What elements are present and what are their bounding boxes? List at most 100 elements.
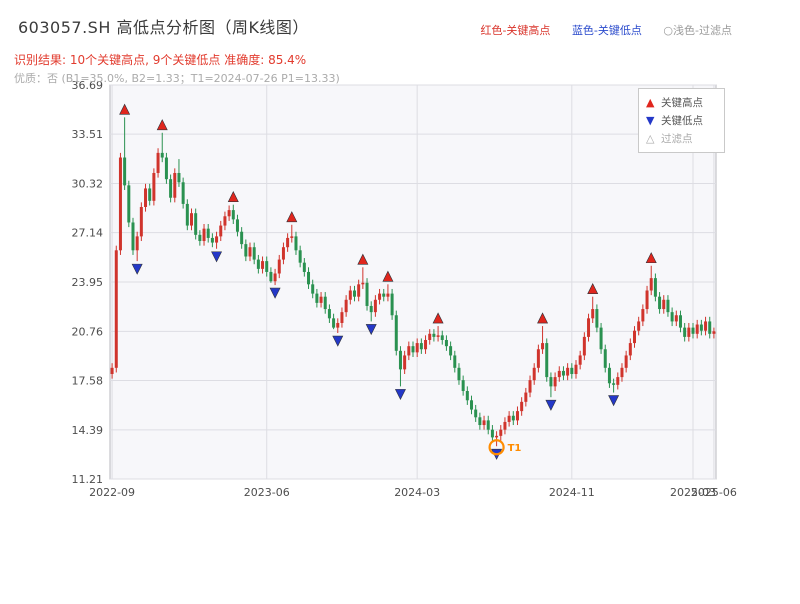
candle (273, 268, 277, 286)
candle (173, 168, 177, 203)
candle-body (428, 333, 432, 340)
candle (315, 288, 319, 308)
candle (553, 372, 557, 392)
candle-body (373, 299, 377, 313)
candle (127, 180, 131, 228)
candle (227, 205, 231, 221)
candle (252, 242, 256, 265)
candle (428, 329, 432, 345)
candle-body (190, 213, 193, 226)
candle-body (223, 216, 227, 226)
candle (307, 267, 311, 289)
candle (194, 208, 198, 240)
candle (244, 239, 248, 262)
candle-body (658, 296, 662, 310)
key-high-marker (537, 312, 549, 324)
candle-body (407, 346, 411, 356)
candle-body (612, 383, 616, 385)
candle (160, 132, 164, 163)
candle-body (607, 367, 611, 384)
candle (156, 148, 160, 178)
candle-body (206, 228, 210, 238)
candle (486, 415, 490, 435)
candle (277, 254, 281, 279)
candle-body (294, 236, 298, 251)
candle-body (691, 327, 695, 334)
candle-body (194, 213, 198, 235)
candle (628, 338, 632, 361)
candle (607, 363, 611, 388)
candle-body (144, 188, 148, 207)
candle (561, 366, 565, 381)
candle-body (269, 271, 273, 282)
key-high-marker (357, 253, 369, 265)
key-low-marker (131, 263, 143, 275)
candle (344, 295, 348, 317)
candle (432, 329, 436, 342)
candle (520, 397, 524, 416)
candle-body (440, 335, 444, 340)
key-high-marker (382, 270, 394, 282)
candle-body (470, 400, 474, 410)
candle-body (148, 188, 152, 201)
candle-body (587, 318, 591, 337)
candle (223, 211, 227, 231)
candle (265, 256, 269, 277)
candle-body (708, 321, 712, 334)
candle (190, 208, 193, 231)
candle-body (662, 299, 666, 310)
candle (645, 285, 649, 314)
candle (148, 183, 152, 206)
x-tick-label: 2022-09 (89, 486, 135, 499)
candle-body (164, 157, 168, 180)
candle-body (348, 290, 352, 300)
candle-body (256, 259, 260, 269)
candle (135, 231, 139, 262)
candle (557, 366, 561, 382)
candle (394, 310, 398, 356)
candle (478, 412, 482, 430)
candle (403, 350, 407, 375)
candle-body (461, 380, 465, 392)
candle (131, 217, 135, 255)
candle-body (215, 236, 219, 243)
candle (419, 338, 423, 354)
candle-body (616, 377, 620, 385)
candle (503, 417, 507, 435)
candle (164, 152, 168, 184)
candle (695, 319, 699, 339)
candle (482, 415, 486, 430)
candle-body (532, 367, 536, 381)
candle-body (152, 172, 156, 201)
candle (348, 285, 352, 305)
candle-body (365, 282, 369, 306)
candle-body (620, 367, 624, 378)
candle (591, 296, 595, 323)
y-tick-label: 27.14 (72, 227, 104, 240)
candle-body (369, 305, 373, 313)
candle (386, 284, 390, 302)
candle (398, 346, 402, 387)
candle-body (235, 219, 239, 232)
candle (323, 292, 327, 314)
candle-body (524, 392, 528, 402)
candle (641, 304, 645, 327)
legend-item-key-low: ▼ 关键低点 (646, 112, 718, 130)
candle-body (503, 421, 507, 430)
candle-body (628, 343, 632, 356)
candle-body (486, 420, 490, 430)
candle-body (549, 377, 553, 387)
candle-body (520, 401, 524, 412)
candle-body (507, 415, 511, 422)
candle-body (449, 346, 453, 356)
candle-body (398, 350, 402, 370)
y-tick-label: 33.51 (72, 128, 104, 141)
candle (566, 363, 570, 381)
candle-body (185, 203, 189, 226)
candle (215, 231, 219, 249)
header-legend-key-low-label: 蓝色-关键低点 (571, 24, 642, 37)
candle-body (687, 327, 691, 337)
t1-label: T1 (508, 443, 522, 454)
candle (424, 335, 428, 354)
candle (181, 177, 185, 209)
